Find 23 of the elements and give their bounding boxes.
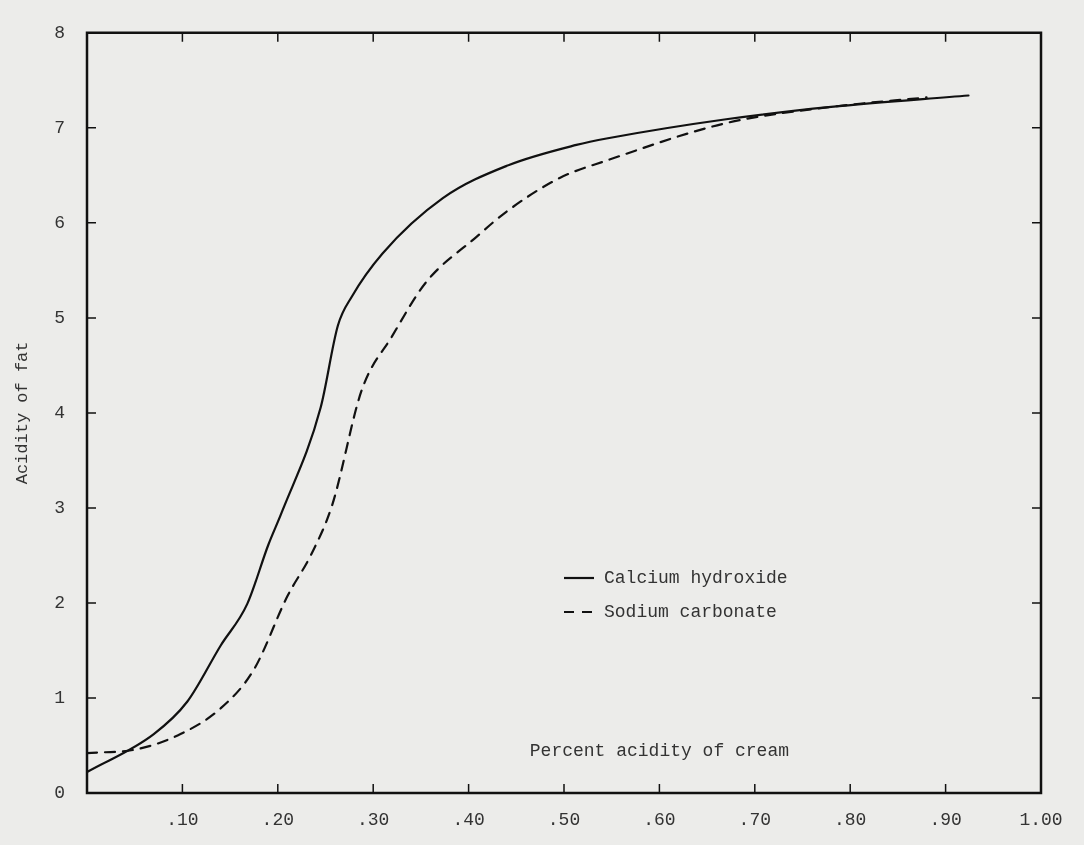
x-tick-label: .30 (357, 809, 390, 830)
x-tick-label: .90 (929, 809, 962, 830)
x-tick-label: .10 (166, 809, 199, 830)
x-tick-label: .80 (834, 809, 867, 830)
y-tick-label: 3 (54, 497, 65, 518)
y-tick-label: 5 (54, 307, 65, 328)
y-tick-label: 6 (54, 212, 65, 233)
y-tick-label: 7 (54, 117, 65, 138)
y-tick-label: 8 (54, 22, 65, 43)
x-tick-label: .60 (643, 809, 676, 830)
x-tick-label: .70 (738, 809, 771, 830)
y-tick-label: 1 (54, 687, 65, 708)
x-tick-label: .50 (547, 809, 581, 830)
y-tick-label: 0 (54, 782, 65, 803)
y-axis-title: Acidity of fat (12, 341, 32, 485)
x-tick-label: 1.00 (1019, 809, 1063, 830)
legend-label: Calcium hydroxide (604, 567, 788, 588)
legend-label: Sodium carbonate (604, 601, 777, 622)
x-tick-label: .40 (452, 809, 485, 830)
x-tick-label: .20 (261, 809, 294, 830)
y-tick-label: 4 (54, 402, 65, 423)
y-tick-label: 2 (54, 592, 65, 613)
x-axis-title: Percent acidity of cream (529, 740, 790, 761)
